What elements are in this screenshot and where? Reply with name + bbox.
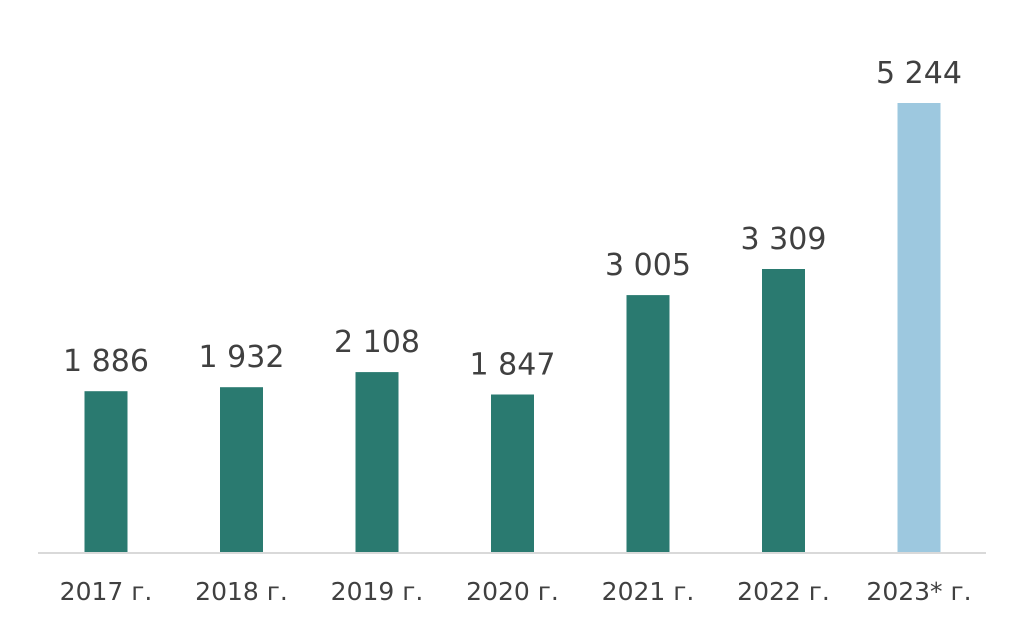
bar-3 bbox=[491, 394, 534, 553]
bar-6 bbox=[897, 103, 941, 553]
data-label-4: 3 005 bbox=[605, 248, 691, 283]
bar-2 bbox=[355, 372, 399, 553]
value-labels-group: 1 886 1 932 2 108 1 847 3 005 3 309 5 244 bbox=[63, 56, 962, 383]
data-label-5: 3 309 bbox=[741, 222, 827, 257]
x-tick-label-0: 2017 г. bbox=[60, 577, 153, 606]
bar-0 bbox=[84, 391, 128, 553]
x-tick-label-3: 2020 г. bbox=[466, 577, 559, 606]
data-label-0: 1 886 bbox=[63, 344, 149, 379]
data-label-1: 1 932 bbox=[199, 340, 285, 375]
bar-1 bbox=[220, 387, 263, 553]
bar-4 bbox=[626, 295, 670, 553]
bars-group bbox=[84, 103, 941, 553]
x-tick-label-6: 2023* г. bbox=[866, 577, 971, 606]
x-tick-label-5: 2022 г. bbox=[737, 577, 830, 606]
x-tick-labels-group: 2017 г. 2018 г. 2019 г. 2020 г. 2021 г. 2022 … bbox=[60, 577, 972, 606]
data-label-2: 2 108 bbox=[334, 325, 420, 360]
data-label-3: 1 847 bbox=[470, 348, 556, 383]
x-tick-label-2: 2019 г. bbox=[331, 577, 424, 606]
data-label-6: 5 244 bbox=[876, 56, 962, 91]
x-tick-label-1: 2018 г. bbox=[195, 577, 288, 606]
x-tick-label-4: 2021 г. bbox=[602, 577, 695, 606]
bar-5 bbox=[762, 269, 805, 553]
